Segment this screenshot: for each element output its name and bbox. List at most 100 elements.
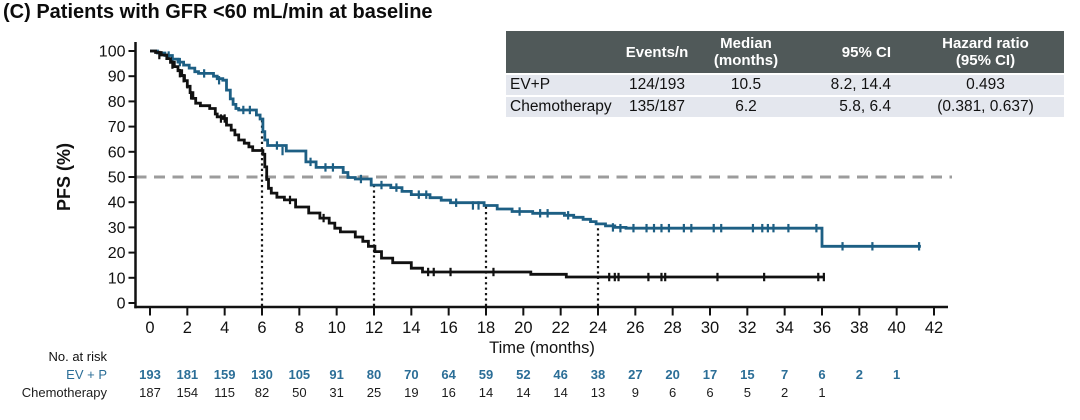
risk-value: 19 <box>404 385 419 400</box>
summary-row-chemo-ci: 5.8, 6.4 <box>796 95 907 118</box>
risk-value: 31 <box>329 385 344 400</box>
x-tick-label: 10 <box>327 319 345 337</box>
risk-value: 50 <box>292 385 307 400</box>
x-tick-label: 6 <box>257 319 266 337</box>
y-tick-label: 90 <box>108 69 126 86</box>
x-tick-label: 24 <box>589 319 607 337</box>
risk-table-heading: No. at risk <box>48 349 107 364</box>
x-tick-label: 14 <box>402 319 420 337</box>
risk-value: 7 <box>781 367 789 382</box>
summary-row-chemo-events: 135/187 <box>618 95 696 118</box>
y-tick-label: 30 <box>108 220 126 237</box>
summary-row-evp-median: 10.5 <box>696 73 796 97</box>
summary-row-chemo-label: Chemotherapy <box>506 95 618 118</box>
risk-value: 1 <box>893 367 901 382</box>
x-axis-title: Time (months) <box>489 339 595 357</box>
x-tick-label: 36 <box>813 319 831 337</box>
risk-value: 6 <box>818 367 826 382</box>
panel-title: (C) Patients with GFR <60 mL/min at base… <box>3 1 433 23</box>
risk-value: 14 <box>478 385 494 400</box>
summary-row-chemo-median: 6.2 <box>696 95 796 118</box>
x-tick-label: 38 <box>850 319 868 337</box>
risk-value: 91 <box>329 367 344 382</box>
summary-row-evp-ci: 8.2, 14.4 <box>796 73 907 97</box>
risk-value: 13 <box>590 385 606 400</box>
summary-table: Events/n Median (months) 95% CI Hazard r… <box>506 31 1064 118</box>
risk-value: 6 <box>669 385 677 400</box>
risk-value: 159 <box>213 367 236 382</box>
risk-row-label-chemotherapy: Chemotherapy <box>21 385 107 400</box>
risk-value: 181 <box>176 367 199 382</box>
x-tick-label: 28 <box>663 319 681 337</box>
risk-value: 2 <box>855 367 863 382</box>
x-tick-label: 42 <box>925 319 943 337</box>
risk-value: 1 <box>818 385 826 400</box>
summary-row-evp-hr: 0.493 <box>907 73 1064 97</box>
x-tick-label: 12 <box>365 319 383 337</box>
summary-header-blank <box>506 31 618 75</box>
risk-value: 15 <box>740 367 755 382</box>
y-tick-label: 100 <box>99 44 126 61</box>
risk-value: 16 <box>441 385 456 400</box>
risk-value: 38 <box>590 367 606 382</box>
x-tick-label: 30 <box>701 319 719 337</box>
risk-value: 80 <box>366 367 382 382</box>
summary-header-hr: Hazard ratio (95% CI) <box>907 31 1064 75</box>
risk-value: 82 <box>254 385 270 400</box>
x-tick-label: 32 <box>738 319 756 337</box>
risk-value: 130 <box>251 367 273 382</box>
km-curve-ev-p <box>150 49 921 248</box>
risk-value: 2 <box>781 385 789 400</box>
summary-table-header-row: Events/n Median (months) 95% CI Hazard r… <box>506 31 1064 75</box>
risk-value: 17 <box>702 367 718 382</box>
risk-value: 115 <box>214 385 236 400</box>
risk-value: 187 <box>139 385 161 400</box>
risk-value: 14 <box>516 385 531 400</box>
summary-header-median: Median (months) <box>696 31 796 75</box>
x-tick-label: 2 <box>183 319 192 337</box>
summary-header-events: Events/n <box>618 31 696 75</box>
x-tick-label: 16 <box>439 319 457 337</box>
y-tick-label: 20 <box>108 245 126 262</box>
summary-row-evp-label: EV+P <box>506 73 618 97</box>
risk-row-label-evp: EV + P <box>66 367 107 382</box>
risk-value: 154 <box>176 385 199 400</box>
y-tick-label: 50 <box>108 170 126 187</box>
risk-value: 52 <box>516 367 531 382</box>
x-tick-label: 18 <box>477 319 495 337</box>
x-tick-label: 22 <box>551 319 569 337</box>
summary-row-chemo-hr: (0.381, 0.637) <box>907 95 1064 118</box>
risk-value: 25 <box>366 385 382 400</box>
x-tick-label: 8 <box>295 319 304 337</box>
y-tick-label: 60 <box>108 144 126 161</box>
risk-value: 64 <box>441 367 456 382</box>
y-tick-label: 10 <box>108 270 126 287</box>
risk-value: 27 <box>628 367 643 382</box>
risk-value: 9 <box>631 385 639 400</box>
summary-header-ci: 95% CI <box>796 31 907 75</box>
y-tick-label: 70 <box>108 119 126 136</box>
summary-row-evp-events: 124/193 <box>618 73 696 97</box>
x-tick-label: 26 <box>626 319 644 337</box>
table-row: Chemotherapy 135/187 6.2 5.8, 6.4 (0.381… <box>506 95 1064 118</box>
risk-value: 59 <box>478 367 494 382</box>
risk-value: 193 <box>139 367 161 382</box>
y-tick-label: 80 <box>108 94 126 111</box>
y-tick-label: 40 <box>108 195 126 212</box>
x-tick-label: 34 <box>775 319 793 337</box>
x-tick-label: 20 <box>514 319 532 337</box>
risk-value: 6 <box>706 385 714 400</box>
x-tick-label: 0 <box>145 319 154 337</box>
table-row: EV+P 124/193 10.5 8.2, 14.4 0.493 <box>506 73 1064 97</box>
y-axis-title: PFS (%) <box>54 143 74 211</box>
summary-table-grid: Events/n Median (months) 95% CI Hazard r… <box>506 31 1064 118</box>
x-tick-label: 40 <box>887 319 905 337</box>
risk-value: 70 <box>404 367 419 382</box>
risk-value: 14 <box>553 385 568 400</box>
risk-value: 5 <box>743 385 751 400</box>
risk-value: 46 <box>553 367 568 382</box>
x-tick-label: 4 <box>220 319 229 337</box>
risk-value: 105 <box>288 367 311 382</box>
